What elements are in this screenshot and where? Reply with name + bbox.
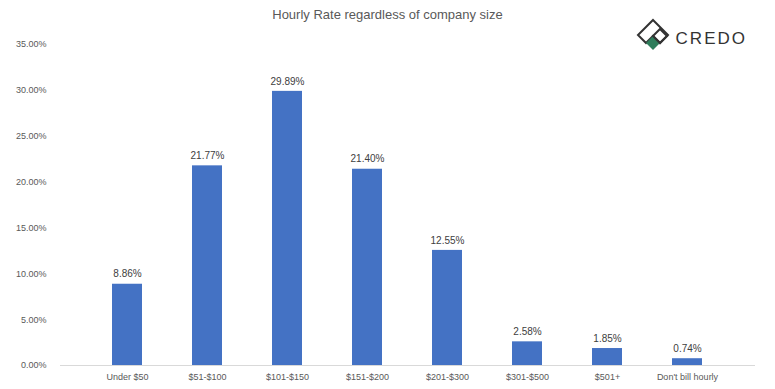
svg-text:Under $50: Under $50	[106, 372, 148, 382]
svg-text:25.00%: 25.00%	[16, 131, 47, 141]
svg-text:30.00%: 30.00%	[16, 85, 47, 95]
svg-text:21.77%: 21.77%	[191, 150, 225, 161]
svg-text:29.89%: 29.89%	[271, 76, 305, 87]
svg-text:15.00%: 15.00%	[16, 223, 47, 233]
svg-text:$151-$200: $151-$200	[346, 372, 389, 382]
svg-text:21.40%: 21.40%	[351, 153, 385, 164]
svg-text:$501+: $501+	[595, 372, 620, 382]
svg-text:1.85%: 1.85%	[593, 333, 621, 344]
svg-text:8.86%: 8.86%	[113, 268, 141, 279]
svg-text:$201-$300: $201-$300	[426, 372, 469, 382]
html-text:Hourly Rate regardless of comp: Hourly Rate regardless of company size	[272, 7, 503, 22]
svg-text:10.00%: 10.00%	[16, 269, 47, 279]
svg-text:5.00%: 5.00%	[21, 315, 47, 325]
svg-text:2.58%: 2.58%	[513, 326, 541, 337]
svg-text:12.55%: 12.55%	[431, 235, 465, 246]
svg-text:$101-$150: $101-$150	[266, 372, 309, 382]
svg-text:$301-$500: $301-$500	[506, 372, 549, 382]
svg-text:Don't bill hourly: Don't bill hourly	[657, 372, 719, 382]
svg-text:0.00%: 0.00%	[21, 360, 47, 370]
svg-text:35.00%: 35.00%	[16, 39, 47, 49]
svg-text:20.00%: 20.00%	[16, 177, 47, 187]
svg-text:0.74%: 0.74%	[673, 343, 701, 354]
svg-text:$51-$100: $51-$100	[188, 372, 226, 382]
html-text:CREDO: CREDO	[675, 29, 747, 48]
